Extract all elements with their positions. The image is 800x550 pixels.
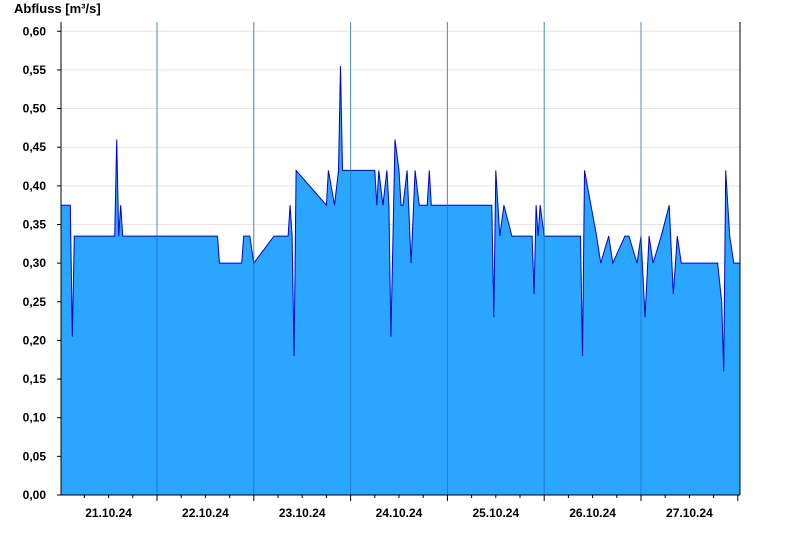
discharge-line [61, 66, 740, 372]
x-tick-label: 27.10.24 [666, 506, 713, 520]
y-tick-label: 0,20 [23, 333, 47, 347]
y-tick-label: 0,55 [23, 63, 47, 77]
y-tick-label: 0,45 [23, 140, 47, 154]
day-lines-over-area [156, 22, 642, 495]
x-axis-ticks: 21.10.24 22.10.24 23.10.24 24.10.24 25.10.24… [83, 495, 739, 520]
discharge-area [61, 66, 740, 495]
y-axis-title: Abfluss [m³/s] [14, 1, 101, 16]
x-tick-label: 24.10.24 [376, 506, 423, 520]
y-axis-ticks: 0,00 0,05 0,10 0,15 0,20 0,25 0,30 0,35 0,40 0,45… [23, 24, 61, 502]
y-tick-label: 0,40 [23, 179, 47, 193]
y-tick-label: 0,35 [23, 217, 47, 231]
x-tick-label: 23.10.24 [279, 506, 326, 520]
x-tick-label: 22.10.24 [182, 506, 229, 520]
x-tick-label: 26.10.24 [569, 506, 616, 520]
x-tick-label: 21.10.24 [85, 506, 132, 520]
y-tick-label: 0,10 [23, 411, 47, 425]
y-tick-label: 0,00 [23, 488, 47, 502]
x-tick-label: 25.10.24 [472, 506, 519, 520]
y-tick-label: 0,15 [23, 372, 47, 386]
axes [60, 22, 741, 496]
y-tick-label: 0,50 [23, 102, 47, 116]
y-tick-label: 0,05 [23, 449, 47, 463]
y-tick-label: 0,60 [23, 24, 47, 38]
y-tick-label: 0,25 [23, 295, 47, 309]
y-tick-label: 0,30 [23, 256, 47, 270]
